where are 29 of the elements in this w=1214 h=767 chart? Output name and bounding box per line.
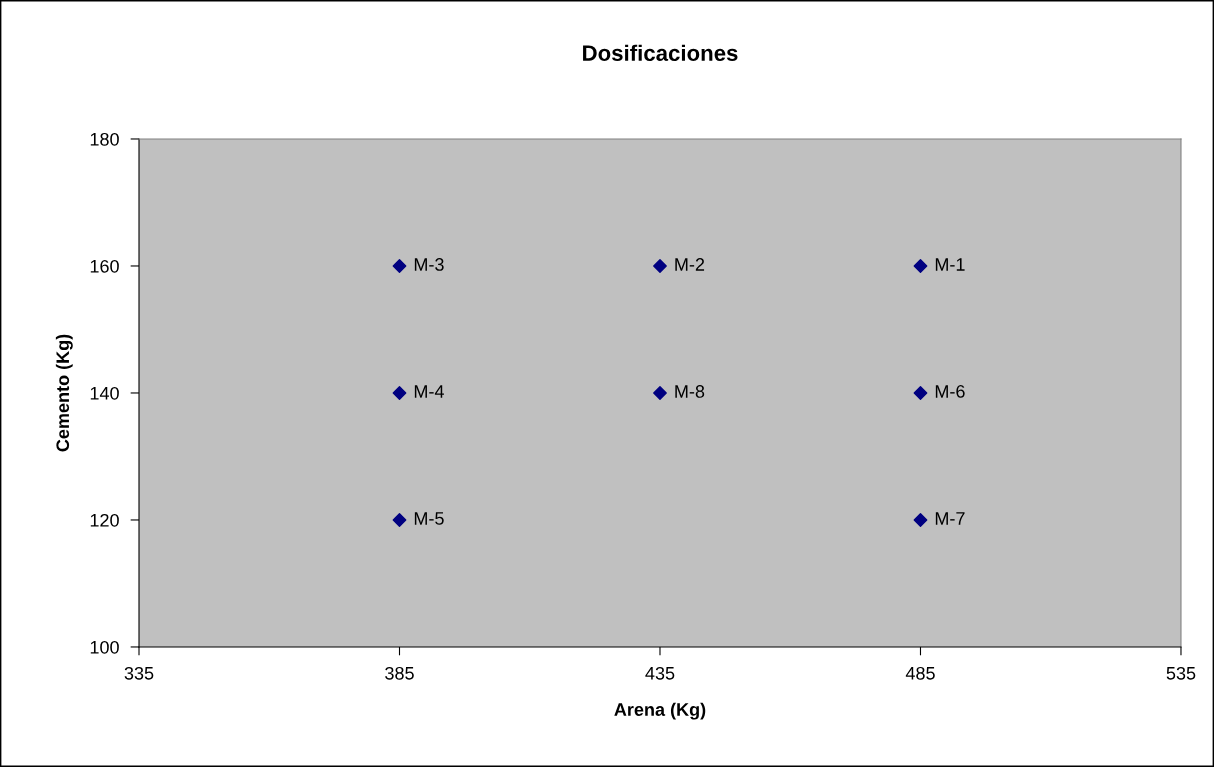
x-tick-label: 385 — [385, 666, 414, 680]
annotation: M-5 — [414, 512, 444, 525]
point — [913, 259, 928, 273]
x-tick-label: 535 — [1166, 666, 1196, 680]
point — [653, 259, 667, 273]
annotation: M-1 — [935, 258, 965, 271]
annotation: M-2 — [675, 258, 705, 271]
point — [653, 386, 667, 400]
annotation: M-8 — [675, 385, 705, 398]
annotation: M-6 — [935, 385, 965, 398]
y-tick-label: 160 — [90, 259, 119, 273]
x-tick-label: 335 — [124, 666, 154, 680]
point — [392, 386, 407, 400]
x-tick-label: 435 — [645, 666, 675, 680]
chart-title: Dosificaciones — [583, 44, 738, 61]
x-tick-label: 485 — [905, 666, 935, 680]
annotation: M-3 — [414, 258, 444, 271]
point — [913, 513, 928, 527]
y-axis-title: Cemento (Kg) — [55, 334, 73, 452]
y-tick-label: 100 — [90, 640, 119, 654]
y-tick-label: 140 — [90, 386, 119, 400]
y-tick-label: 180 — [90, 132, 119, 146]
point — [392, 513, 407, 527]
x-axis-title: Arena (Kg) — [614, 702, 706, 720]
annotation: M-4 — [414, 385, 444, 398]
annotation: M-7 — [935, 512, 965, 525]
y-tick-label: 120 — [90, 513, 119, 527]
point — [913, 386, 928, 400]
point — [392, 259, 407, 273]
